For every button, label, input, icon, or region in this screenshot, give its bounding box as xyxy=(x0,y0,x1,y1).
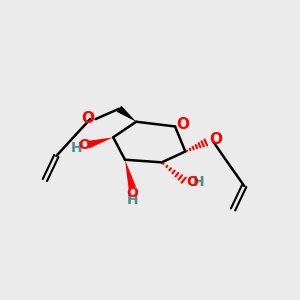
Text: O: O xyxy=(209,132,222,147)
Text: O: O xyxy=(186,175,198,188)
Polygon shape xyxy=(117,106,136,122)
Text: O: O xyxy=(126,186,138,200)
Text: H: H xyxy=(70,141,82,155)
Polygon shape xyxy=(87,137,113,148)
Polygon shape xyxy=(125,160,136,189)
Text: O: O xyxy=(78,138,90,152)
Text: H: H xyxy=(193,175,205,188)
Text: O: O xyxy=(176,118,189,133)
Text: O: O xyxy=(81,111,94,126)
Text: H: H xyxy=(127,193,138,207)
